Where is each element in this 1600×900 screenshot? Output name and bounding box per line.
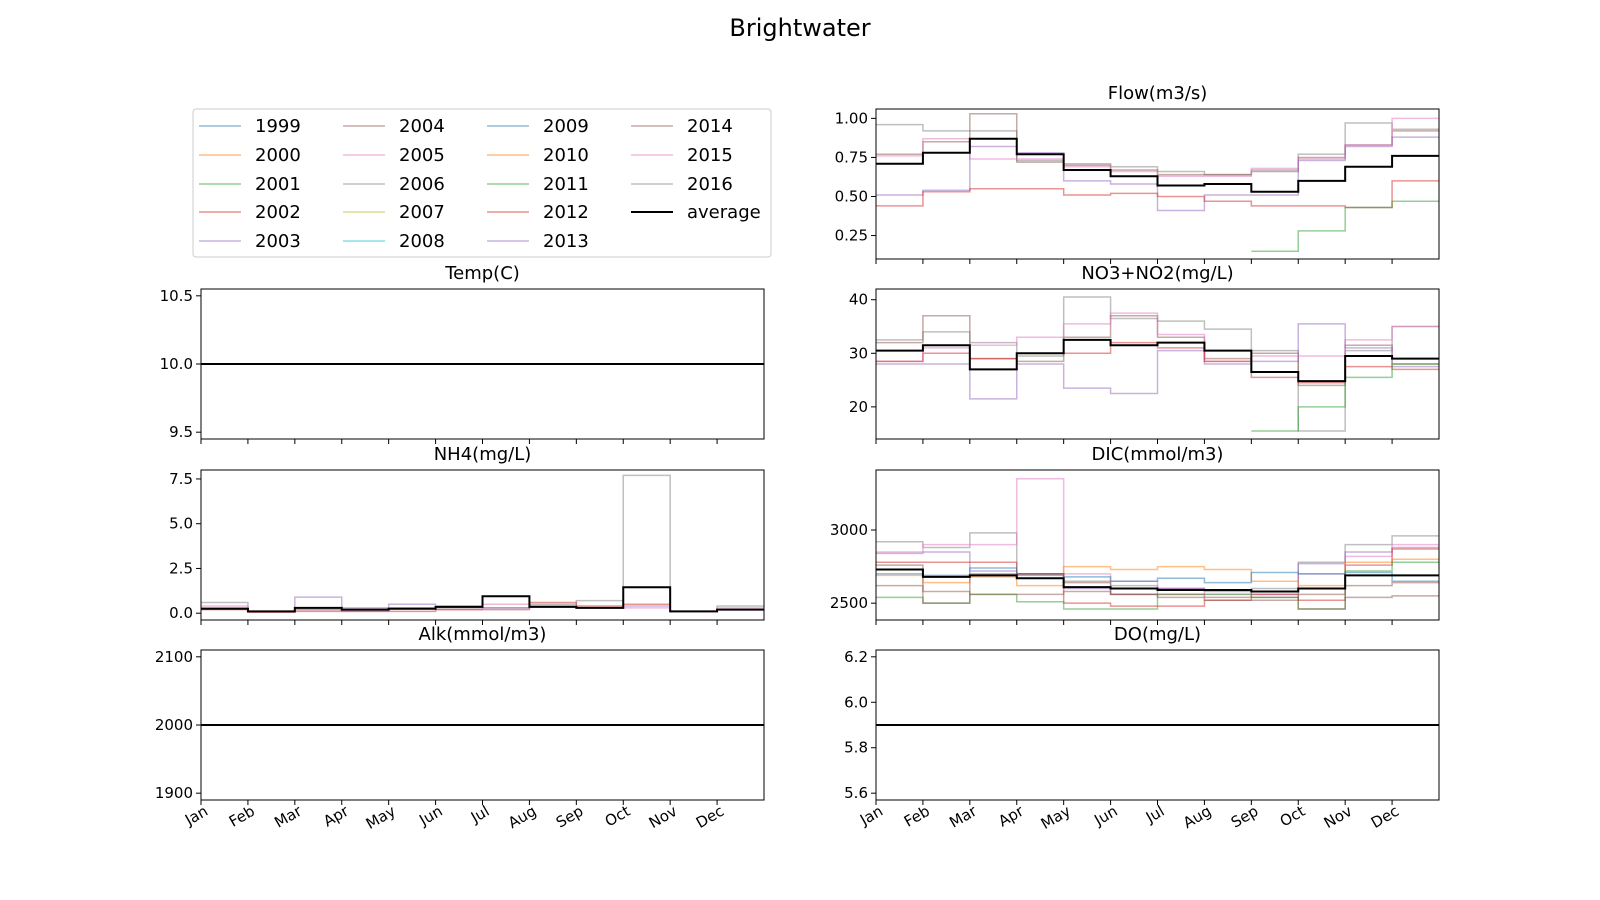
legend-label-2016: 2016 [687, 174, 733, 195]
ytick-label: 2000 [155, 716, 193, 734]
legend-label-2002: 2002 [255, 202, 301, 223]
xtick-label: Sep [553, 802, 586, 832]
legend-label-2000: 2000 [255, 145, 301, 166]
panel-title: Alk(mmol/m3) [419, 624, 547, 645]
ytick-label: 3000 [830, 521, 868, 539]
legend-label-average: average [687, 202, 761, 223]
panel-title: Flow(m3/s) [1108, 83, 1208, 104]
panel-title: Temp(C) [444, 263, 520, 284]
xtick-label: Jun [415, 802, 445, 830]
ytick-label: 0.50 [835, 188, 868, 206]
series-group [876, 112, 1439, 252]
panel-nh4: NH4(mg/L) 0.0 2.5 5.0 7.5 [169, 444, 765, 625]
ytick-label: 30 [849, 344, 868, 362]
legend-label-2003: 2003 [255, 231, 301, 252]
xtick-label: Sep [1228, 802, 1261, 832]
figure-title: Brightwater [729, 14, 870, 42]
ytick-label: 0.75 [835, 148, 868, 166]
panel-title: NO3+NO2(mg/L) [1081, 263, 1233, 284]
series-line-2003 [876, 323, 1439, 400]
legend-label-2013: 2013 [543, 231, 589, 252]
series-line-average [876, 338, 1439, 383]
ytick-label: 6.2 [844, 648, 868, 666]
ytick-label: 5.8 [844, 739, 868, 757]
legend-label-2010: 2010 [543, 145, 589, 166]
xtick-label: Feb [226, 802, 258, 831]
ytick-label: 2100 [155, 648, 193, 666]
ytick-label: 5.6 [844, 784, 868, 802]
xtick-label: Apr [995, 801, 1027, 830]
xtick-label: Aug [505, 802, 539, 832]
ytick-label: 0.25 [835, 227, 868, 245]
xtick-label: Feb [901, 802, 933, 831]
xtick-label: Aug [1180, 802, 1214, 832]
legend-label-2011: 2011 [543, 174, 589, 195]
panel-title: NH4(mg/L) [434, 444, 532, 465]
xtick-label: Mar [271, 801, 305, 831]
series-line-2006 [201, 474, 764, 613]
panel-alk: Alk(mmol/m3) 1900 2000 2100 Jan Feb Mar Apr May J… [155, 624, 765, 833]
legend-frame [192, 108, 772, 258]
xtick-label: Oct [1277, 802, 1309, 831]
panel-dic: DIC(mmol/m3) 2500 3000 [830, 444, 1440, 625]
ytick-label: 40 [849, 291, 868, 309]
ytick-label: 2500 [830, 594, 868, 612]
legend-label-2001: 2001 [255, 174, 301, 195]
xtick-label: Mar [946, 801, 980, 831]
xtick-label: Jul [467, 802, 493, 827]
legend-label-2012: 2012 [543, 202, 589, 223]
series-line-average [876, 568, 1439, 593]
series-line-average [876, 137, 1439, 193]
legend-label-2014: 2014 [687, 116, 733, 137]
legend: 1999 2000 2001 2002 2003 2004 2005 2006 2007 2008… [192, 108, 772, 258]
legend-label-2005: 2005 [399, 145, 445, 166]
legend-label-1999: 1999 [255, 116, 301, 137]
xtick-label: Dec [1368, 802, 1402, 832]
ytick-label: 9.5 [169, 423, 193, 441]
xtick-label: Nov [646, 802, 680, 832]
xtick-label: Jun [1090, 802, 1120, 830]
ytick-label: 20 [849, 398, 868, 416]
series-line-2009 [876, 567, 1439, 584]
series-line-average [201, 586, 764, 613]
ytick-label: 2.5 [169, 559, 193, 577]
series-line-2002 [876, 180, 1439, 209]
panel-no3: NO3+NO2(mg/L) 20 30 40 [849, 263, 1440, 444]
series-line-2001 [1251, 363, 1439, 432]
panel-flow: Flow(m3/s) 0.25 0.50 0.75 1.00 [835, 83, 1440, 264]
ytick-label: 10.0 [160, 355, 193, 373]
xtick-label: Apr [320, 801, 352, 830]
series-line-2001 [1251, 200, 1439, 252]
xtick-label: Jul [1142, 802, 1168, 827]
ytick-label: 5.0 [169, 515, 193, 533]
series-group [876, 296, 1439, 432]
ytick-label: 0.0 [169, 604, 193, 622]
panel-title: DIC(mmol/m3) [1092, 444, 1224, 465]
legend-label-2015: 2015 [687, 145, 733, 166]
ytick-label: 10.5 [160, 287, 193, 305]
xtick-label: May [1038, 802, 1074, 833]
series-line-2004 [876, 581, 1439, 601]
legend-label-2009: 2009 [543, 116, 589, 137]
legend-label-2006: 2006 [399, 174, 445, 195]
ytick-label: 1900 [155, 784, 193, 802]
xtick-label: Dec [693, 802, 727, 832]
panel-title: DO(mg/L) [1114, 624, 1201, 645]
ytick-label: 1.00 [835, 109, 868, 127]
series-group [876, 478, 1439, 610]
legend-label-2004: 2004 [399, 116, 445, 137]
series-group [201, 474, 764, 614]
legend-label-2007: 2007 [399, 202, 445, 223]
xtick-label: Jan [856, 802, 886, 830]
panel-do: DO(mg/L) 5.6 5.8 6.0 6.2 Jan Feb Mar Apr May Jun Ju… [844, 624, 1440, 833]
ytick-label: 6.0 [844, 693, 868, 711]
xtick-label: Jan [181, 802, 211, 830]
xtick-label: Oct [602, 802, 634, 831]
panel-temp: Temp(C) 9.5 10.0 10.5 [160, 263, 765, 444]
xtick-label: Nov [1321, 802, 1355, 832]
ytick-label: 7.5 [169, 470, 193, 488]
xtick-label: May [363, 802, 399, 833]
legend-label-2008: 2008 [399, 231, 445, 252]
